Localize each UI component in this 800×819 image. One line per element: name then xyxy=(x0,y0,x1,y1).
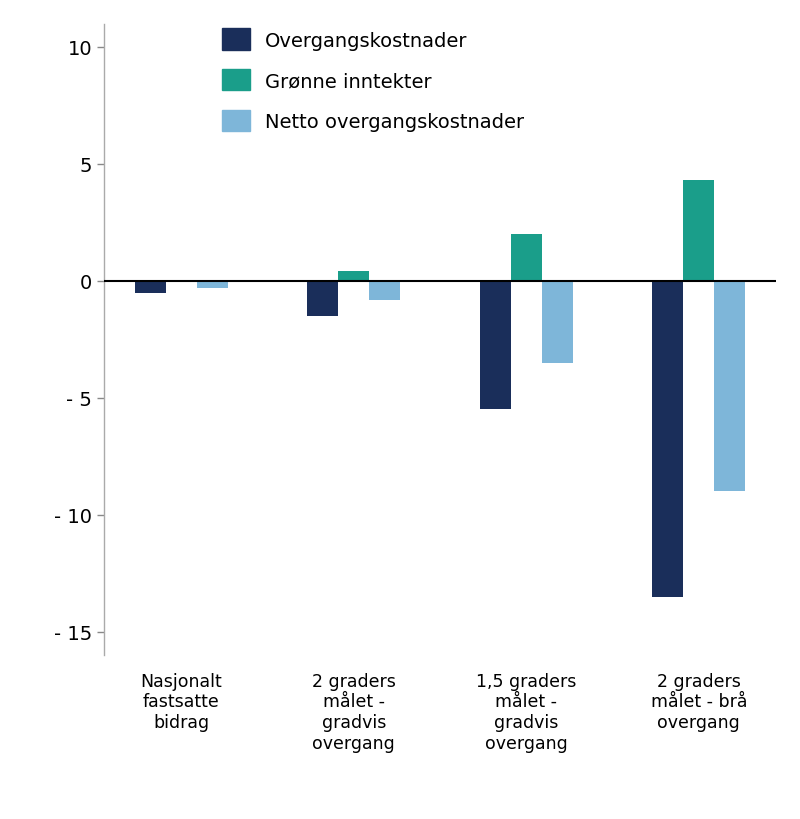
Bar xyxy=(542,282,573,364)
Bar xyxy=(480,282,510,410)
Bar xyxy=(197,282,228,288)
Bar xyxy=(338,272,370,282)
Bar xyxy=(714,282,746,491)
Bar xyxy=(307,282,338,316)
Bar xyxy=(652,282,683,597)
Bar xyxy=(134,282,166,293)
Legend: Overgangskostnader, Grønne inntekter, Netto overgangskostnader: Overgangskostnader, Grønne inntekter, Ne… xyxy=(214,21,532,139)
Bar xyxy=(510,235,542,282)
Bar xyxy=(370,282,400,301)
Bar xyxy=(683,181,714,282)
Bar xyxy=(166,280,197,282)
